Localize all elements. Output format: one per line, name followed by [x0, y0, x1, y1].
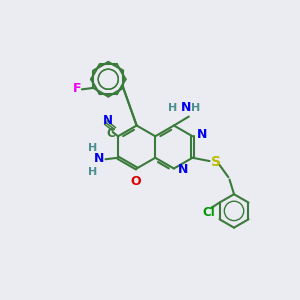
Text: N: N	[103, 114, 113, 127]
Text: H: H	[88, 143, 98, 153]
Text: F: F	[73, 82, 81, 95]
Text: H: H	[168, 103, 178, 113]
Text: Cl: Cl	[202, 206, 215, 219]
Text: N: N	[93, 152, 104, 165]
Text: S: S	[211, 154, 220, 169]
Text: H: H	[88, 167, 98, 177]
Text: N: N	[178, 163, 188, 176]
Text: N: N	[196, 128, 207, 141]
Text: C: C	[106, 127, 115, 140]
Text: O: O	[131, 175, 141, 188]
Text: N: N	[181, 101, 192, 115]
Text: H: H	[191, 103, 200, 113]
